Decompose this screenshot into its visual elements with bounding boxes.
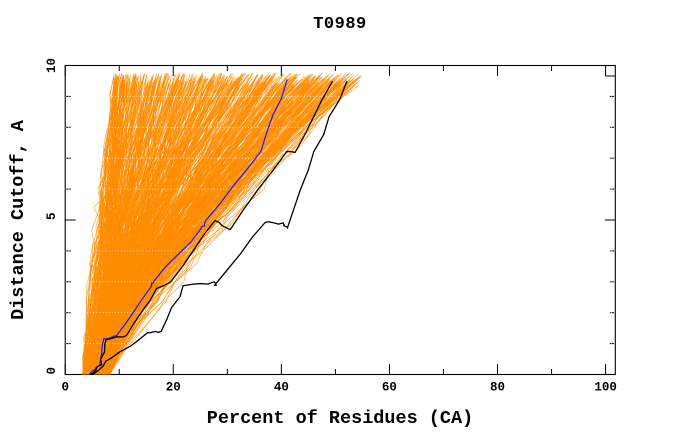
svg-text:0: 0 xyxy=(45,367,59,375)
svg-text:60: 60 xyxy=(382,381,397,395)
svg-text:40: 40 xyxy=(274,381,289,395)
svg-text:10: 10 xyxy=(45,58,59,73)
svg-text:80: 80 xyxy=(490,381,505,395)
svg-text:20: 20 xyxy=(166,381,181,395)
svg-text:100: 100 xyxy=(594,381,617,395)
svg-text:5: 5 xyxy=(45,213,59,221)
svg-text:0: 0 xyxy=(61,381,69,395)
